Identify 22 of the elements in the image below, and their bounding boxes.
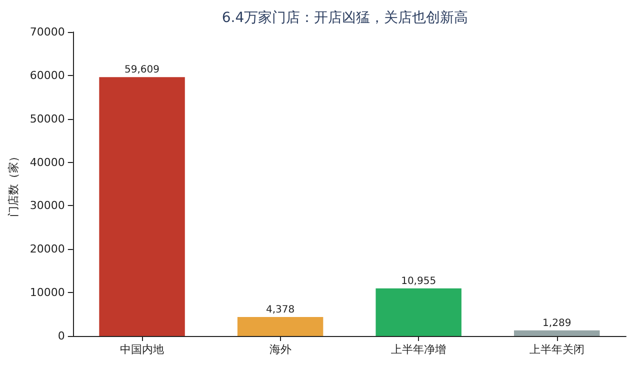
data-label: 1,289 (542, 318, 572, 329)
y-tick-label: 60000 (30, 68, 65, 82)
y-tick-label: 30000 (30, 199, 65, 212)
bar (514, 330, 600, 336)
y-tick-label: 10000 (30, 286, 65, 300)
bar (376, 288, 462, 336)
y-tick-label: 40000 (30, 156, 65, 169)
y-tick-label: 0 (58, 330, 65, 342)
chart-title: 6.4万家门店：开店凶猛，关店也创新高 (222, 10, 468, 26)
y-tick-label: 70000 (30, 26, 65, 38)
data-label: 59,609 (124, 64, 160, 76)
x-tick-label: 上半年关闭 (529, 343, 584, 356)
x-tick-label: 上半年净增 (391, 343, 446, 356)
y-tick-label: 20000 (30, 242, 65, 256)
data-label: 10,955 (401, 276, 436, 287)
x-tick-label: 中国内地 (120, 343, 164, 356)
y-axis-title: 门店数（家） (7, 151, 20, 217)
data-label: 4,378 (266, 304, 295, 316)
bar (99, 77, 185, 336)
x-tick-label: 海外 (269, 343, 292, 356)
bar (237, 316, 324, 336)
y-tick-label: 50000 (30, 112, 65, 126)
